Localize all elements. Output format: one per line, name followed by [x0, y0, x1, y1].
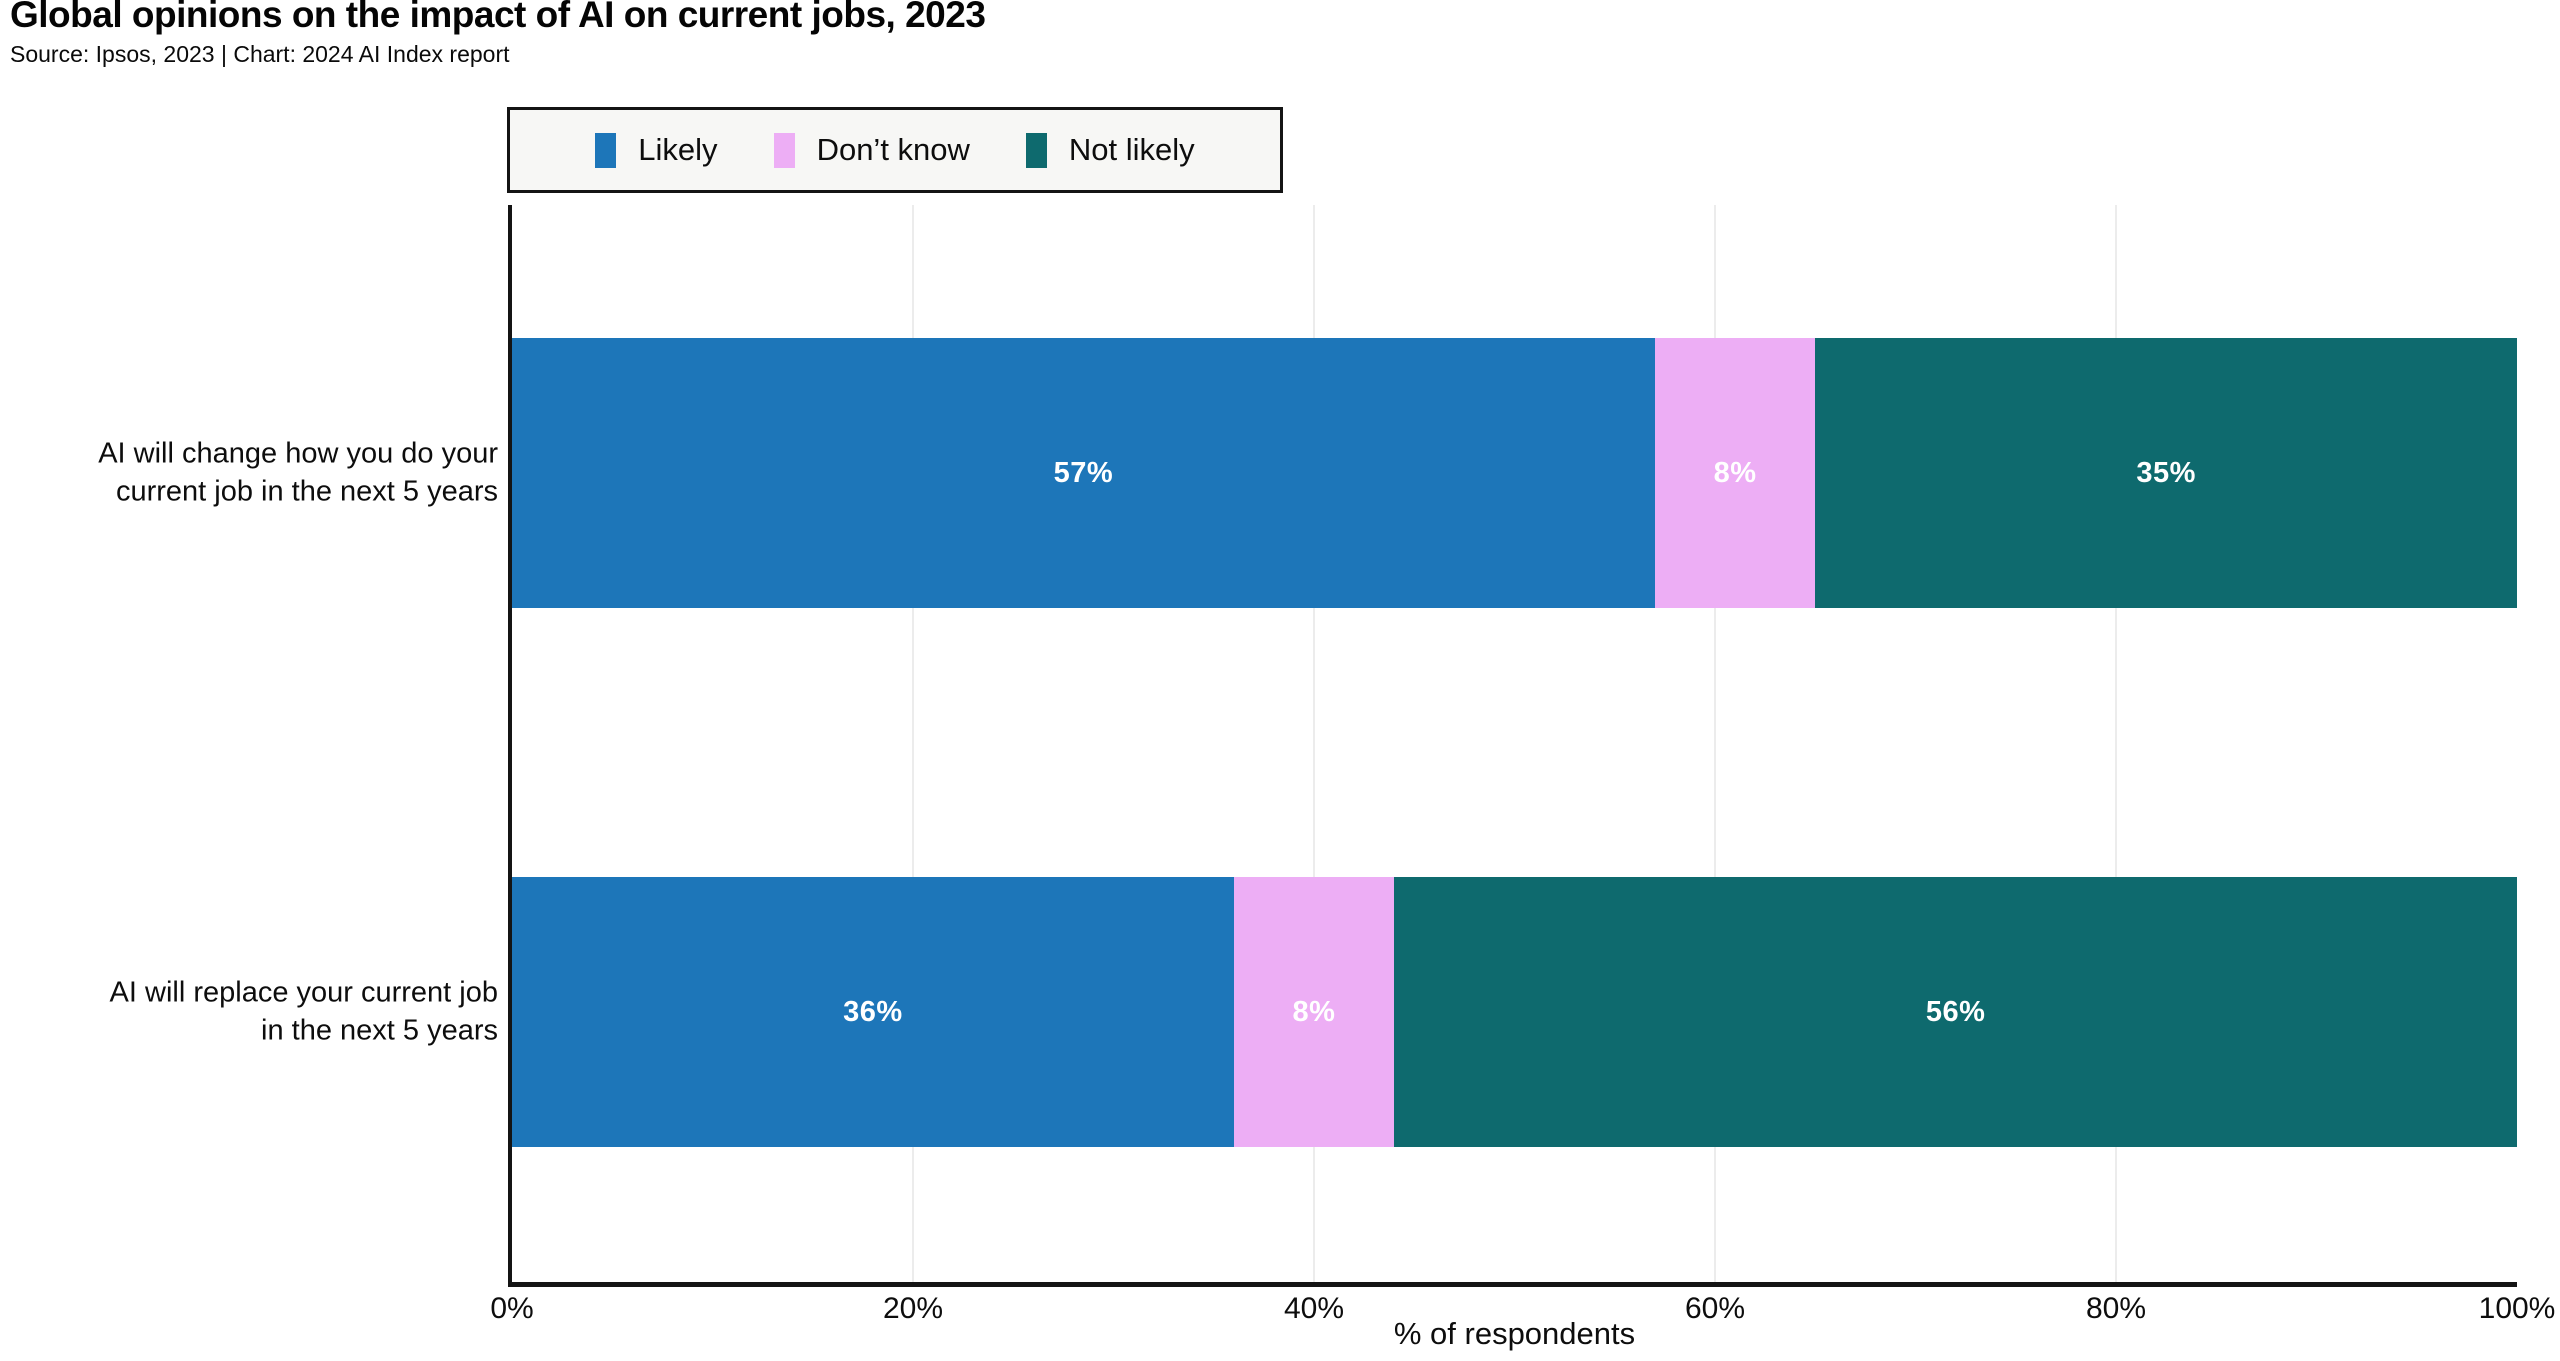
bar-value-label: 8%	[1292, 995, 1336, 1028]
y-axis-line	[508, 205, 512, 1282]
gridline	[1313, 205, 1315, 1282]
legend-label: Don’t know	[816, 132, 970, 167]
bar-value-label: 35%	[2136, 456, 2196, 489]
bar-value-label: 36%	[843, 995, 903, 1028]
legend-item: Not likely	[1025, 132, 1195, 168]
legend-label: Not likely	[1068, 132, 1195, 167]
bar-segment-not-likely: 56%	[1394, 877, 2517, 1147]
gridline	[912, 205, 914, 1282]
bar-value-label: 56%	[1925, 995, 1986, 1028]
chart-subtitle: Source: Ipsos, 2023 | Chart: 2024 AI Ind…	[10, 41, 510, 67]
bar-segment-don-t-know: 8%	[1654, 338, 1816, 608]
x-ticks: 0% 20% 40% 60% 80% 100%	[490, 1292, 2555, 1332]
legend-item: Don’t know	[773, 132, 970, 168]
x-tick-label: 100%	[2478, 1292, 2556, 1325]
bar-row: 36% 8% 56%	[512, 877, 2517, 1147]
legend: Likely Don’t know Not likely	[507, 107, 1283, 193]
x-tick-label: 0%	[490, 1292, 534, 1325]
bar-value-label: 8%	[1713, 456, 1757, 489]
bar-segment-not-likely: 35%	[1815, 338, 2517, 608]
x-axis-label: % of respondents	[1393, 1316, 1636, 1351]
legend-swatch-icon	[773, 132, 795, 168]
bar-segment-likely: 57%	[512, 338, 1655, 608]
bar-value-label: 57%	[1053, 456, 1114, 489]
x-tick-label: 80%	[2085, 1292, 2147, 1325]
category-label: AI will replace your current job in the …	[109, 976, 498, 1047]
x-axis-line	[508, 1282, 2517, 1287]
legend-label: Likely	[638, 132, 718, 167]
legend-item: Likely	[595, 132, 718, 168]
x-tick-label: 20%	[882, 1292, 944, 1325]
bar-row: 57% 8% 35%	[512, 338, 2517, 608]
category-label: AI will change how you do your current j…	[98, 437, 498, 508]
plot-area: 57% 8% 35% 36% 8% 56%	[508, 205, 2517, 1287]
bar-segment-don-t-know: 8%	[1233, 877, 1395, 1147]
legend-swatch-icon	[1025, 132, 1047, 168]
x-tick-label: 60%	[1684, 1292, 1746, 1325]
gridline	[1714, 205, 1716, 1282]
bar-segment-likely: 36%	[512, 877, 1234, 1147]
x-tick-label: 40%	[1283, 1292, 1345, 1325]
gridline	[2115, 205, 2117, 1282]
legend-swatch-icon	[595, 132, 617, 168]
chart-title: Global opinions on the impact of AI on c…	[10, 0, 986, 35]
